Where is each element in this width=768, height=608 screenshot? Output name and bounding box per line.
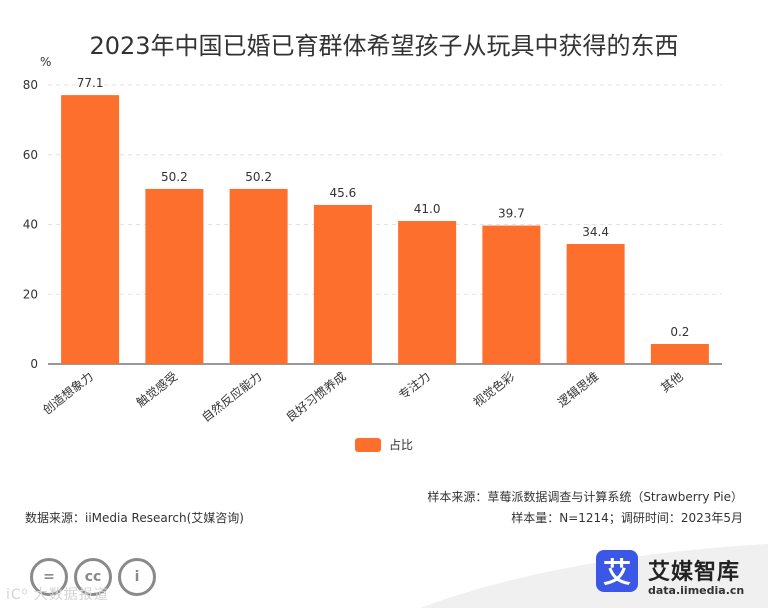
bar [482,225,541,364]
bar-value-label: 50.2 [245,170,272,184]
sample-source: 样本来源：草莓派数据调查与计算系统（Strawberry Pie） [427,490,743,504]
bar [398,221,457,364]
bar-value-label: 0.2 [670,325,689,339]
x-tick-label: 逻辑思维 [555,369,601,410]
bar [229,188,288,364]
y-tick-label: 0 [30,357,38,371]
legend-label: 占比 [389,438,414,452]
bar [650,344,709,364]
cc-nd-icon: = [30,558,68,596]
x-tick-label: 良好习惯养成 [283,369,349,425]
chart-title: 2023年中国已婚已育群体希望孩子从玩具中获得的东西 [89,32,679,60]
cc-icon: cc [74,558,112,596]
bar-chart: % 0 20 40 60 80 77.1 创造想象力 50.2 触觉感受 50.2 自然反应能力 45.… [23,55,722,425]
bar [313,204,372,364]
bar [61,95,120,365]
x-tick-label: 创造想象力 [39,369,96,418]
y-tick-label: 40 [23,218,38,232]
bar-value-label: 41.0 [414,202,441,216]
iimedia-logo-icon: 艾 [596,550,638,592]
data-source: 数据来源：iiMedia Research(艾媒咨询) [25,511,244,525]
cc-by-icon: i [118,558,156,596]
x-tick-label: 自然反应能力 [198,369,264,425]
x-tick-label: 触觉感受 [133,369,180,410]
y-tick-label: 20 [23,287,38,301]
x-tick-label: 专注力 [395,369,433,403]
x-tick-label: 其他 [658,369,686,395]
bar-value-label: 45.6 [330,186,357,200]
bar [566,244,625,364]
legend-swatch [355,437,381,452]
bar-value-label: 39.7 [498,207,525,221]
y-tick-label: 60 [23,148,38,162]
y-unit-label: % [40,55,51,69]
watermark: iC⁰ 大数据报道 [6,587,109,603]
bar-value-label: 50.2 [161,170,188,184]
bar-value-label: 34.4 [582,225,609,239]
brand-name: 艾媒智库 [648,560,741,585]
sample-size: 样本量：N=1214；调研时间：2023年5月 [511,511,743,525]
x-tick-label: 视觉色彩 [470,369,517,410]
bar-value-label: 77.1 [77,76,104,90]
y-tick-label: 80 [23,78,38,92]
footer-band [420,544,768,608]
license-icons: = cc i [30,558,156,596]
legend: 占比 [355,436,413,453]
bar [145,188,204,364]
brand-url: data.iimedia.cn [648,584,745,597]
